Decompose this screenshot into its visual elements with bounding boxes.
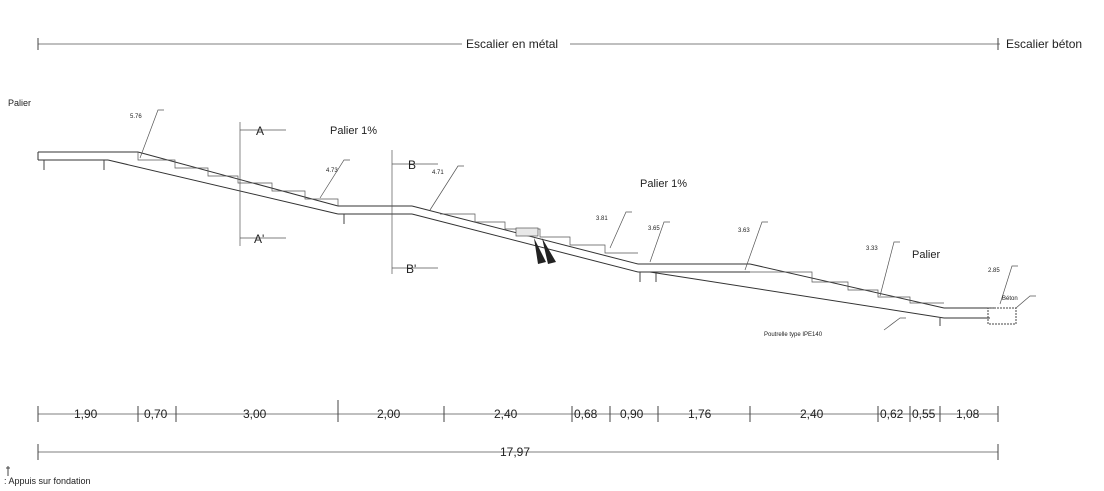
palier-label-right: Palier xyxy=(912,249,940,261)
elevation-label: 4.73 xyxy=(326,168,338,174)
dimension-label: 1,76 xyxy=(688,407,712,421)
elevation-label: 4.71 xyxy=(432,170,444,176)
poutrelle-label: Poutrelle type IPE140 xyxy=(764,332,823,338)
palier-1-percent-label-a: Palier 1% xyxy=(330,125,377,137)
dimension-label: 1,90 xyxy=(74,407,98,421)
elevation-leaders xyxy=(139,109,1036,331)
elevation-label: 5.76 xyxy=(130,114,142,120)
concrete-stair-label: Escalier béton xyxy=(1006,37,1082,51)
section-a-label: A xyxy=(256,124,264,138)
palier-label-left: Palier xyxy=(8,98,31,108)
metal-stair-label: Escalier en métal xyxy=(466,37,558,51)
dimension-label: 0,68 xyxy=(574,407,598,421)
dimension-label: 2,40 xyxy=(494,407,518,421)
elevation-label: 2.85 xyxy=(988,268,1000,274)
elevation-label: 3.33 xyxy=(866,246,878,252)
elevation-label: 3.81 xyxy=(596,216,608,222)
legend-label: : Appuis sur fondation xyxy=(4,476,91,486)
extent-line xyxy=(37,36,1103,50)
dimension-label: 0,70 xyxy=(144,407,168,421)
beton-label: Béton xyxy=(1002,296,1018,302)
dimension-label: 2,40 xyxy=(800,407,824,421)
section-marks xyxy=(239,122,438,274)
dimension-line xyxy=(37,400,999,422)
foundation-supports xyxy=(43,160,941,326)
dimension-label: 0,55 xyxy=(912,407,936,421)
palier-1-percent-label-b: Palier 1% xyxy=(640,178,687,190)
section-b-label: B xyxy=(408,158,416,172)
legend xyxy=(6,466,10,476)
dimension-label: 0,90 xyxy=(620,407,644,421)
elevation-label: 3.65 xyxy=(648,226,660,232)
elevation-label: 3.63 xyxy=(738,228,750,234)
dimension-label: 0,62 xyxy=(880,407,904,421)
section-b-prime-label: B' xyxy=(406,262,416,276)
section-a-prime-label: A' xyxy=(254,232,264,246)
stair-profile xyxy=(37,151,1017,325)
total-dimension-label: 17,97 xyxy=(500,445,530,459)
total-dimension-line xyxy=(37,444,999,460)
dimension-label: 3,00 xyxy=(243,407,267,421)
dimension-label: 2,00 xyxy=(377,407,401,421)
dimension-label: 1,08 xyxy=(956,407,980,421)
